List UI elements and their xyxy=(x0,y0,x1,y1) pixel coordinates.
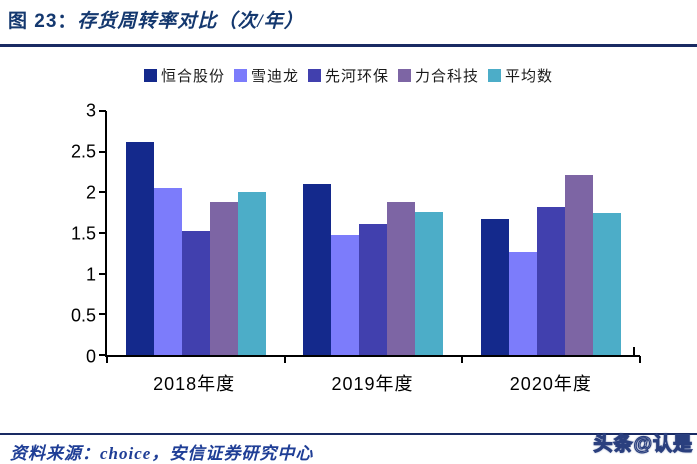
y-axis-labels: 0 0.5 1 1.5 2 2.5 3 xyxy=(0,101,96,367)
bar-先河环保 xyxy=(537,206,566,355)
bar-雪迪龙 xyxy=(331,234,360,355)
chart-legend: 恒合股份 雪迪龙 先河环保 力合科技 平均数 xyxy=(0,64,697,86)
legend-swatch-icon xyxy=(143,68,157,82)
legend-item: 恒合股份 xyxy=(143,65,225,86)
toutiao-watermark: 头条@认是 xyxy=(593,433,693,455)
legend-label: 恒合股份 xyxy=(160,67,225,85)
bar-平均数 xyxy=(593,213,622,355)
legend-label: 雪迪龙 xyxy=(250,67,299,85)
legend-swatch-icon xyxy=(233,68,247,82)
bar-先河环保 xyxy=(181,230,210,355)
x-axis-category-label: 2020年度 xyxy=(509,374,592,394)
legend-swatch-icon xyxy=(398,68,411,82)
y-axis-tick xyxy=(99,191,106,194)
legend-item: 平均数 xyxy=(488,65,553,86)
x-axis-category-label: 2018年度 xyxy=(153,374,236,394)
x-axis-end-tick xyxy=(633,347,635,355)
bar-雪迪龙 xyxy=(509,251,538,355)
y-axis-tick xyxy=(99,272,106,275)
bar-group xyxy=(107,111,285,355)
x-axis-tick xyxy=(639,356,641,363)
x-axis-tick xyxy=(461,356,464,363)
legend-item: 先河环保 xyxy=(307,65,389,86)
legend-item: 力合科技 xyxy=(398,65,479,86)
y-axis-tick-label: 1 xyxy=(85,264,96,285)
y-axis-tick xyxy=(99,354,106,356)
title-divider-rule xyxy=(0,44,697,47)
x-axis-tick xyxy=(106,356,108,363)
bar-平均数 xyxy=(415,211,444,355)
bar-group xyxy=(462,111,640,355)
source-citation: 资料来源：choice，安信证券研究中心 xyxy=(10,444,314,463)
bar-恒合股份 xyxy=(303,184,332,355)
legend-label: 力合科技 xyxy=(415,67,480,85)
figure-number: 图 23： xyxy=(8,11,78,32)
y-axis-tick xyxy=(99,313,106,316)
bar-平均数 xyxy=(237,191,266,355)
y-axis-tick-label: 2 xyxy=(85,182,96,203)
bar-恒合股份 xyxy=(125,141,154,355)
figure-title: 图 23：存货周转率对比（次/年） xyxy=(8,6,304,33)
bar-力合科技 xyxy=(565,175,594,355)
legend-label: 先河环保 xyxy=(324,67,389,85)
y-axis-tick xyxy=(99,110,106,112)
legend-item: 雪迪龙 xyxy=(233,65,299,86)
x-axis-category-label: 2019年度 xyxy=(331,374,414,394)
y-axis-tick-label: 3 xyxy=(85,100,96,121)
bar-雪迪龙 xyxy=(153,188,182,355)
figure-title-text: 存货周转率对比（次/年） xyxy=(77,11,304,32)
y-axis-tick-label: 1.5 xyxy=(70,223,96,244)
bar-力合科技 xyxy=(209,202,238,355)
bar-恒合股份 xyxy=(481,219,510,355)
bar-先河环保 xyxy=(359,224,388,355)
y-axis-tick xyxy=(99,232,106,234)
y-axis-tick-label: 0 xyxy=(85,346,96,367)
x-axis-tick xyxy=(283,356,286,363)
y-axis-tick-label: 0.5 xyxy=(70,305,96,326)
legend-label: 平均数 xyxy=(505,67,554,85)
x-axis-labels: 2018年度 2019年度 2020年度 xyxy=(105,370,640,396)
footer-divider-rule xyxy=(0,433,697,435)
bar-力合科技 xyxy=(387,202,416,355)
y-axis-tick-label: 2.5 xyxy=(70,141,96,162)
legend-swatch-icon xyxy=(307,68,321,82)
plot-area xyxy=(99,110,641,363)
legend-swatch-icon xyxy=(488,68,502,82)
bar-group xyxy=(285,111,463,355)
y-axis-tick xyxy=(99,150,106,153)
